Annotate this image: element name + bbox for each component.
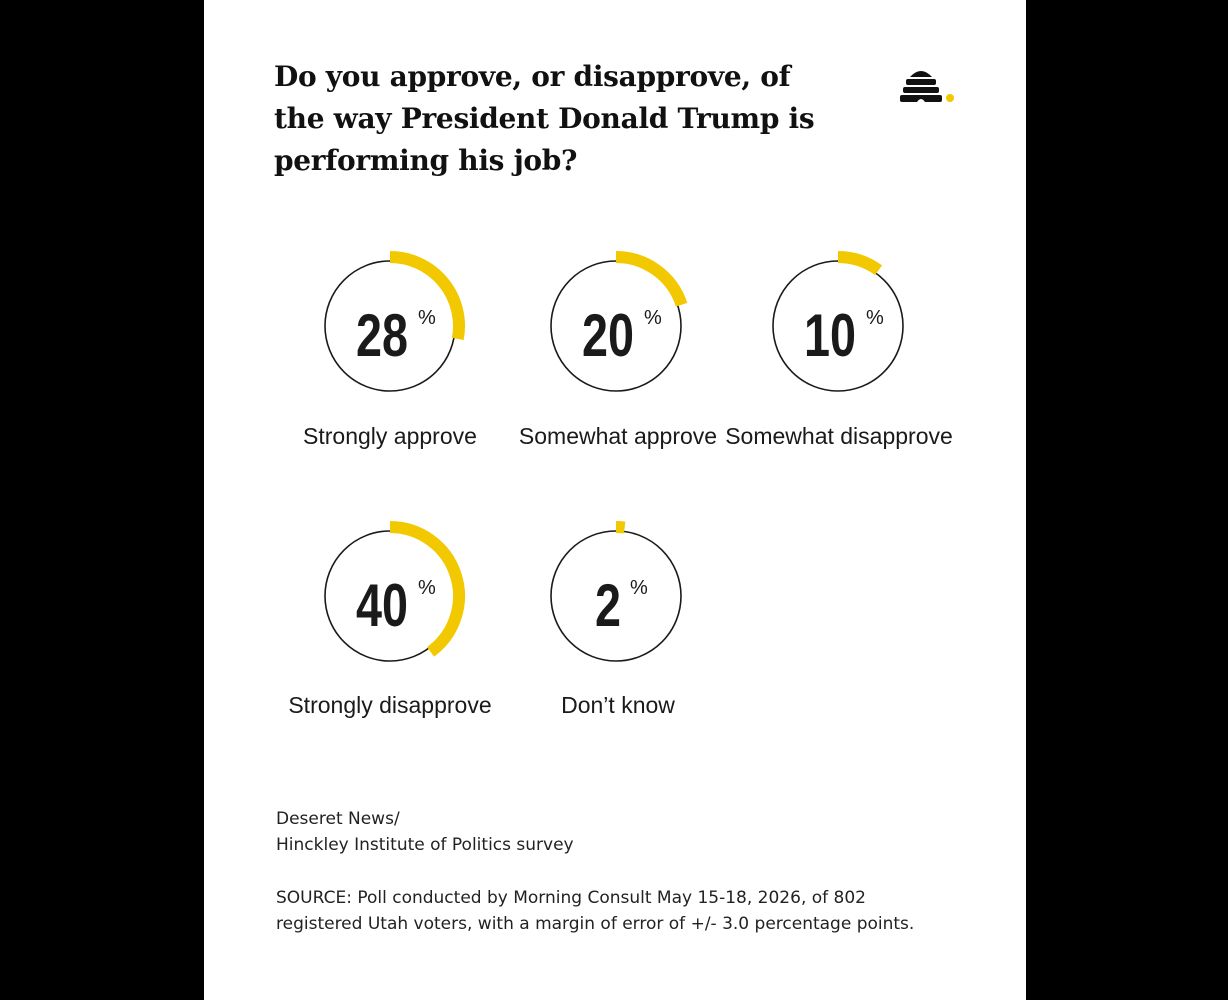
donut-arc-strongly-disapprove	[389, 521, 465, 657]
donut-unit-strongly-approve: %	[418, 307, 436, 329]
donut-label-strongly-approve: Strongly approve	[303, 423, 477, 449]
donut-ring-don-t-know	[550, 530, 682, 662]
donut-somewhat-disapprove: 10%	[772, 251, 904, 392]
donut-arc-somewhat-approve	[615, 251, 688, 307]
source-line-1: SOURCE: Poll conducted by Morning Consul…	[276, 888, 866, 908]
beehive-icon	[900, 71, 954, 102]
donut-arc-somewhat-disapprove	[837, 251, 883, 276]
donut-value-strongly-approve: 28	[356, 302, 408, 369]
infographic-card: Do you approve, or disapprove, of the wa…	[204, 0, 1026, 1000]
donut-value-don-t-know: 2	[595, 572, 621, 639]
donut-label-dont-know: Don’t know	[561, 692, 675, 718]
donut-unit-strongly-disapprove: %	[418, 577, 436, 599]
donut-charts: 28% 20% 10 %40% 2%	[324, 251, 904, 662]
donut-don-t-know: 2%	[550, 520, 682, 662]
credit-line-1: Deseret News/	[276, 809, 400, 829]
credit: Deseret News/ Hinckley Institute of Poli…	[276, 806, 574, 858]
donut-value-somewhat-approve: 20	[582, 302, 634, 369]
donut-strongly-approve: 28%	[324, 251, 465, 392]
donut-label-somewhat-approve: Somewhat approve	[518, 423, 718, 449]
source-line-2: registered Utah voters, with a margin of…	[276, 914, 915, 934]
donut-somewhat-approve: 20%	[550, 251, 688, 392]
donut-label-somewhat-disapprove: Somewhat disapprove	[725, 423, 953, 449]
donut-label-strongly-disapprove: Strongly disapprove	[288, 692, 492, 718]
donut-arc-don-t-know	[615, 520, 626, 534]
donut-unit-don-t-know: %	[630, 577, 648, 599]
donut-arc-strongly-approve	[389, 251, 465, 341]
donut-unit-somewhat-disapprove: %	[866, 307, 884, 329]
donut-strongly-disapprove: 40%	[324, 521, 465, 662]
chart-title: Do you approve, or disapprove, of the wa…	[274, 60, 815, 177]
credit-line-2: Hinckley Institute of Politics survey	[276, 835, 574, 855]
donut-unit-somewhat-approve: %	[644, 307, 662, 329]
donut-value-somewhat-disapprove: 10	[804, 302, 856, 369]
source-note: SOURCE: Poll conducted by Morning Consul…	[276, 885, 914, 937]
donut-value-strongly-disapprove: 40	[356, 572, 408, 639]
